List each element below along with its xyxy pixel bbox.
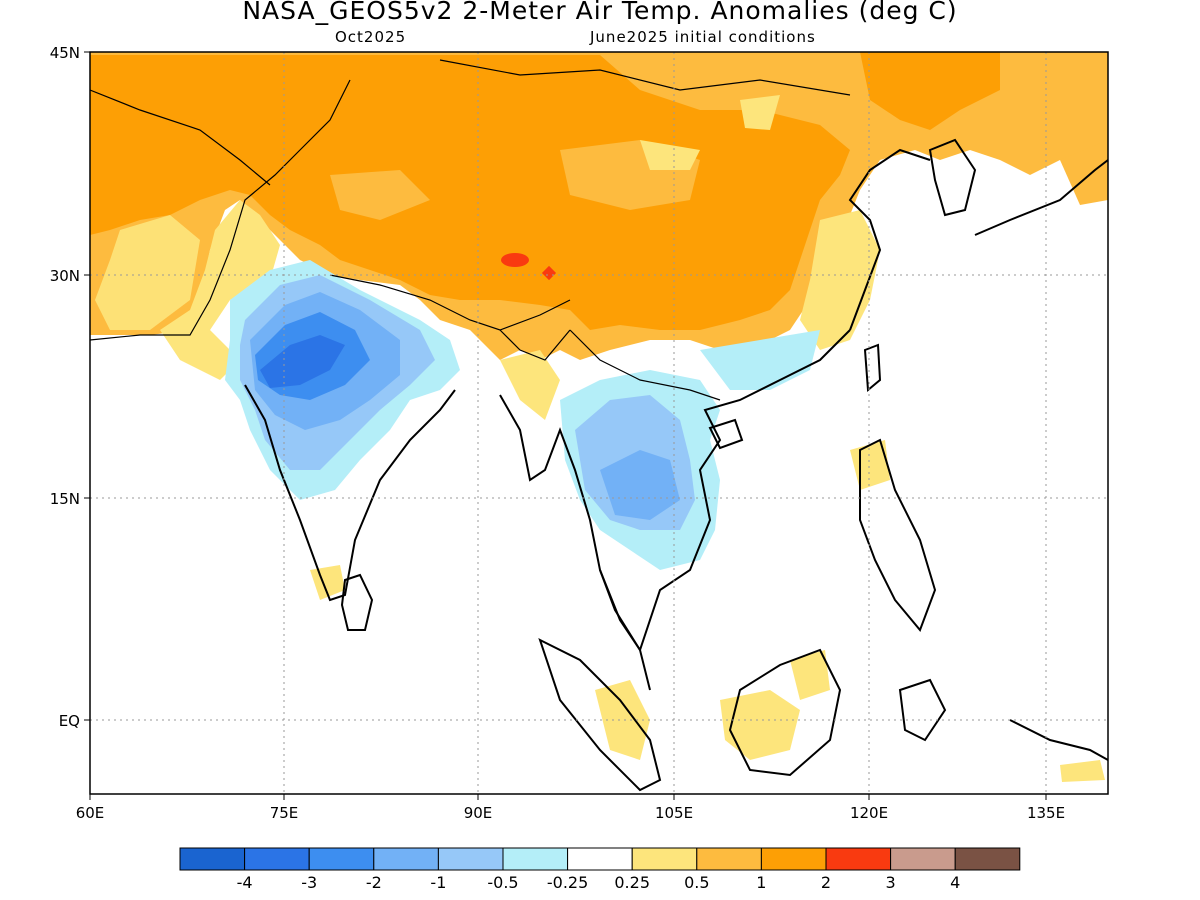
sumatra xyxy=(538,638,662,792)
very-hot-spot xyxy=(501,253,529,267)
colorbar-label: 3 xyxy=(886,873,896,892)
colorbar-label: -0.25 xyxy=(547,873,588,892)
colorbar-label: 1 xyxy=(756,873,766,892)
colorbar-label: -3 xyxy=(301,873,317,892)
new-guinea xyxy=(1009,719,1108,761)
lon-label: 90E xyxy=(464,804,493,822)
grid-lines xyxy=(90,52,1108,794)
colorbar-swatch xyxy=(954,847,1021,871)
lon-label: 135E xyxy=(1027,804,1065,822)
japan xyxy=(974,159,1108,236)
colorbar-label: -2 xyxy=(366,873,382,892)
colorbar-label: -4 xyxy=(237,873,253,892)
anomaly-field xyxy=(90,52,1108,794)
initial-conditions-label: June2025 initial conditions xyxy=(590,28,816,46)
plot-frame xyxy=(89,51,1109,795)
taiwan xyxy=(863,343,882,393)
colorbar-swatch xyxy=(437,847,504,871)
map-title: NASA_GEOS5v2 2-Meter Air Temp. Anomalies… xyxy=(242,0,958,25)
lat-label: 45N xyxy=(50,44,80,62)
colorbar-label: 0.25 xyxy=(614,873,650,892)
lon-label: 120E xyxy=(850,804,888,822)
sulawesi xyxy=(898,678,947,742)
colorbar-swatch xyxy=(308,847,375,871)
colorbar-label: -0.5 xyxy=(487,873,518,892)
indochina-coast xyxy=(499,329,851,653)
india-coast xyxy=(244,384,456,602)
colorbar-label: 2 xyxy=(821,873,831,892)
borneo xyxy=(728,648,842,777)
colorbar-swatch xyxy=(890,847,956,871)
colorbar-swatch xyxy=(244,847,310,871)
colorbar-swatch xyxy=(373,847,439,871)
sri-lanka xyxy=(340,573,374,631)
colorbar-label: 0.5 xyxy=(684,873,709,892)
colorbar: -4 -3 -2 -1 -0.5 -0.25 0.25 0.5 1 2 3 4 xyxy=(179,847,1021,892)
tick-marks xyxy=(84,51,1047,800)
colorbar-swatch xyxy=(502,847,569,871)
colorbar-label: -1 xyxy=(430,873,446,892)
korea xyxy=(928,138,977,217)
colorbar-swatch xyxy=(760,847,827,871)
lat-label: EQ xyxy=(59,712,80,730)
coastlines xyxy=(90,59,1108,792)
lat-label: 15N xyxy=(50,490,80,508)
colorbar-swatch xyxy=(631,847,698,871)
malay-peninsula xyxy=(599,569,651,691)
colorbar-label: 4 xyxy=(950,873,960,892)
philippines xyxy=(859,438,937,632)
hainan xyxy=(708,418,744,450)
lat-label: 30N xyxy=(50,267,80,285)
colorbar-swatch xyxy=(179,847,246,871)
china-east-coast xyxy=(848,148,931,331)
colorbar-swatch xyxy=(696,847,762,871)
hot-anomaly-region xyxy=(90,55,850,330)
lon-label: 105E xyxy=(655,804,693,822)
colorbar-swatch xyxy=(825,847,892,871)
forecast-month-label: Oct2025 xyxy=(335,28,407,46)
colorbar-swatch xyxy=(567,847,633,871)
lon-label: 60E xyxy=(76,804,105,822)
lon-label: 75E xyxy=(270,804,299,822)
